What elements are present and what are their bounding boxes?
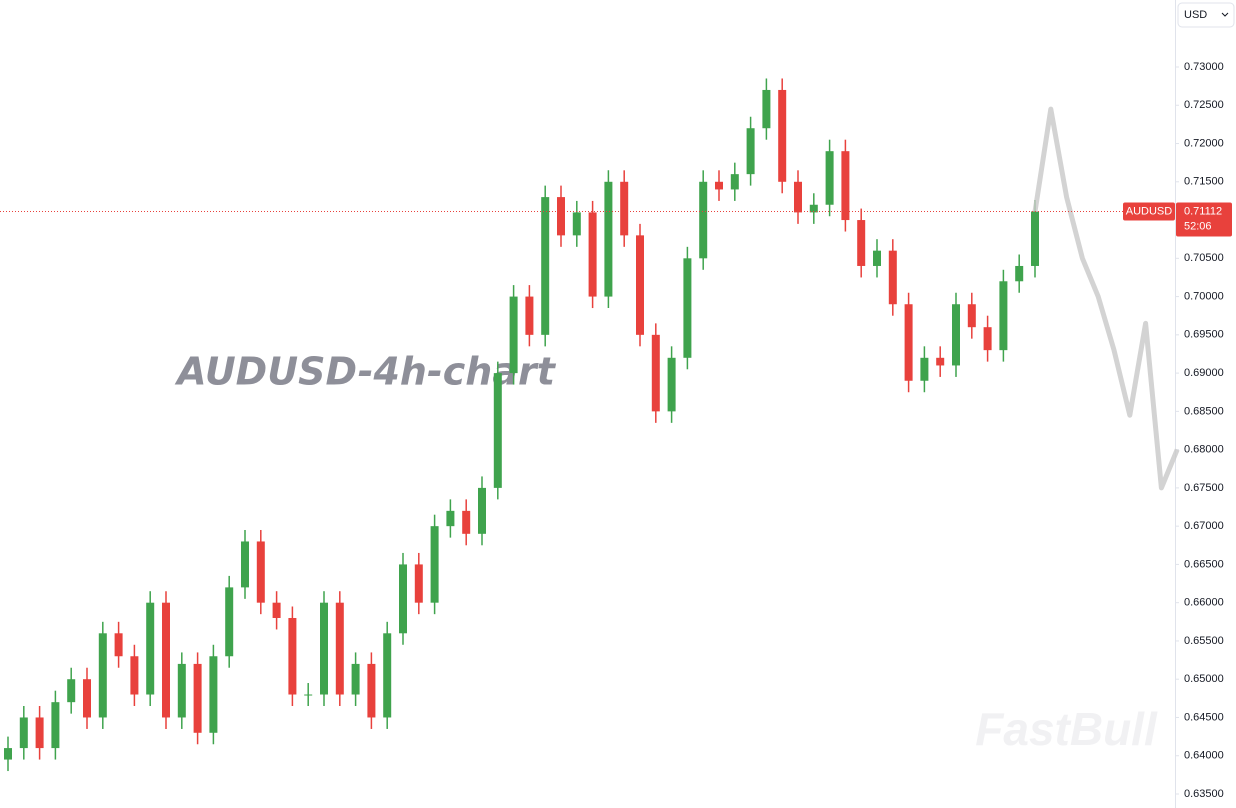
candle-body bbox=[1015, 265, 1024, 282]
candle-body bbox=[462, 510, 471, 534]
candle-body bbox=[288, 617, 297, 695]
candle-body bbox=[999, 281, 1008, 351]
candle-body bbox=[572, 212, 581, 236]
candle-body bbox=[541, 197, 550, 335]
watermark-title: AUDUSD-4h-chart bbox=[174, 350, 557, 394]
currency-dropdown[interactable] bbox=[1177, 2, 1235, 28]
y-tick-label: 0.63500 bbox=[1184, 788, 1224, 800]
candle-body bbox=[446, 510, 455, 527]
y-tick-label: 0.68500 bbox=[1184, 405, 1224, 417]
currency-label: USD bbox=[1184, 9, 1207, 21]
candle-body bbox=[967, 304, 976, 328]
candle-body bbox=[367, 663, 376, 718]
last-price-label: 0.71112 bbox=[1184, 205, 1222, 217]
y-tick-label: 0.65500 bbox=[1184, 635, 1224, 647]
candle-body bbox=[715, 181, 723, 190]
candle-body bbox=[399, 564, 407, 634]
candle-body bbox=[983, 327, 992, 351]
candle-body bbox=[19, 717, 28, 749]
brand-watermark: FastBull bbox=[975, 703, 1158, 755]
countdown-label: 52:06 bbox=[1184, 220, 1212, 232]
y-tick-label: 0.72000 bbox=[1184, 137, 1224, 149]
candle-body bbox=[4, 748, 12, 760]
candle-body bbox=[1031, 211, 1039, 266]
candle-body bbox=[430, 526, 439, 603]
candle-body bbox=[636, 235, 644, 335]
y-tick-label: 0.71500 bbox=[1184, 176, 1224, 188]
candle-body bbox=[904, 304, 913, 381]
plot-area: 0.730000.725000.720000.715000.710000.705… bbox=[0, 61, 1232, 800]
candle-body bbox=[51, 702, 60, 749]
y-tick-label: 0.70500 bbox=[1184, 252, 1224, 264]
projection-line bbox=[1032, 106, 1180, 491]
candle-body bbox=[825, 151, 834, 205]
y-tick-label: 0.68000 bbox=[1184, 444, 1224, 456]
candle-body bbox=[67, 679, 76, 703]
symbol-label: AUDUSD bbox=[1126, 205, 1173, 217]
candle-body bbox=[304, 694, 313, 696]
y-tick-label: 0.64000 bbox=[1184, 750, 1224, 762]
candle-body bbox=[809, 204, 818, 213]
candle-body bbox=[699, 181, 708, 259]
candle-body bbox=[335, 602, 344, 695]
y-tick-label: 0.65000 bbox=[1184, 673, 1224, 685]
y-tick-label: 0.67500 bbox=[1184, 482, 1224, 494]
symbol-tag bbox=[1123, 202, 1175, 221]
candle-body bbox=[478, 487, 486, 534]
candle-body bbox=[588, 212, 597, 297]
candle-body bbox=[920, 357, 929, 381]
candle-body bbox=[794, 181, 802, 213]
candle-body bbox=[177, 663, 186, 718]
candle-body bbox=[146, 602, 155, 695]
candle-body bbox=[525, 296, 534, 335]
candle-body bbox=[241, 541, 249, 588]
candle-body bbox=[256, 541, 265, 603]
candle-body bbox=[383, 633, 392, 718]
dropdown-caret bbox=[1221, 12, 1229, 17]
candle-body bbox=[320, 602, 328, 695]
candle-body bbox=[888, 250, 897, 305]
y-tick-label: 0.67000 bbox=[1184, 520, 1224, 532]
candle-body bbox=[493, 373, 502, 488]
candle-body bbox=[351, 663, 360, 695]
y-tick-label: 0.66000 bbox=[1184, 597, 1224, 609]
candle-body bbox=[778, 89, 787, 182]
candle-body bbox=[509, 296, 518, 374]
candle-body bbox=[209, 656, 218, 733]
candle-body bbox=[35, 717, 44, 749]
candle-body bbox=[730, 174, 739, 190]
candle-body bbox=[604, 181, 613, 297]
candle-body bbox=[857, 220, 866, 266]
candle-body bbox=[952, 304, 960, 366]
candle-body bbox=[98, 633, 107, 718]
y-tick-label: 0.73000 bbox=[1184, 61, 1224, 73]
y-tick-label: 0.66500 bbox=[1184, 558, 1224, 570]
candle-body bbox=[762, 89, 771, 129]
candle-body bbox=[936, 357, 945, 366]
candle-body bbox=[651, 334, 660, 412]
candle-body bbox=[557, 197, 565, 236]
candle-body bbox=[83, 679, 91, 718]
candle-body bbox=[873, 250, 881, 266]
y-tick-label: 0.70000 bbox=[1184, 290, 1224, 302]
candle-body bbox=[620, 181, 629, 236]
candle-body bbox=[683, 258, 692, 358]
candle-body bbox=[272, 602, 281, 618]
candle-body bbox=[746, 128, 755, 175]
candle-body bbox=[130, 656, 139, 695]
candle-body bbox=[114, 633, 123, 657]
candle-body bbox=[841, 151, 850, 221]
candle-body bbox=[667, 357, 676, 412]
price-tag bbox=[1176, 202, 1232, 237]
candle-body bbox=[162, 602, 170, 718]
y-tick-label: 0.72500 bbox=[1184, 99, 1224, 111]
candle-body bbox=[193, 663, 202, 733]
candle-body bbox=[414, 564, 423, 603]
candle-body bbox=[225, 587, 234, 657]
y-tick-label: 0.69000 bbox=[1184, 367, 1224, 379]
y-tick-label: 0.69500 bbox=[1184, 329, 1224, 341]
y-tick-label: 0.64500 bbox=[1184, 711, 1224, 723]
